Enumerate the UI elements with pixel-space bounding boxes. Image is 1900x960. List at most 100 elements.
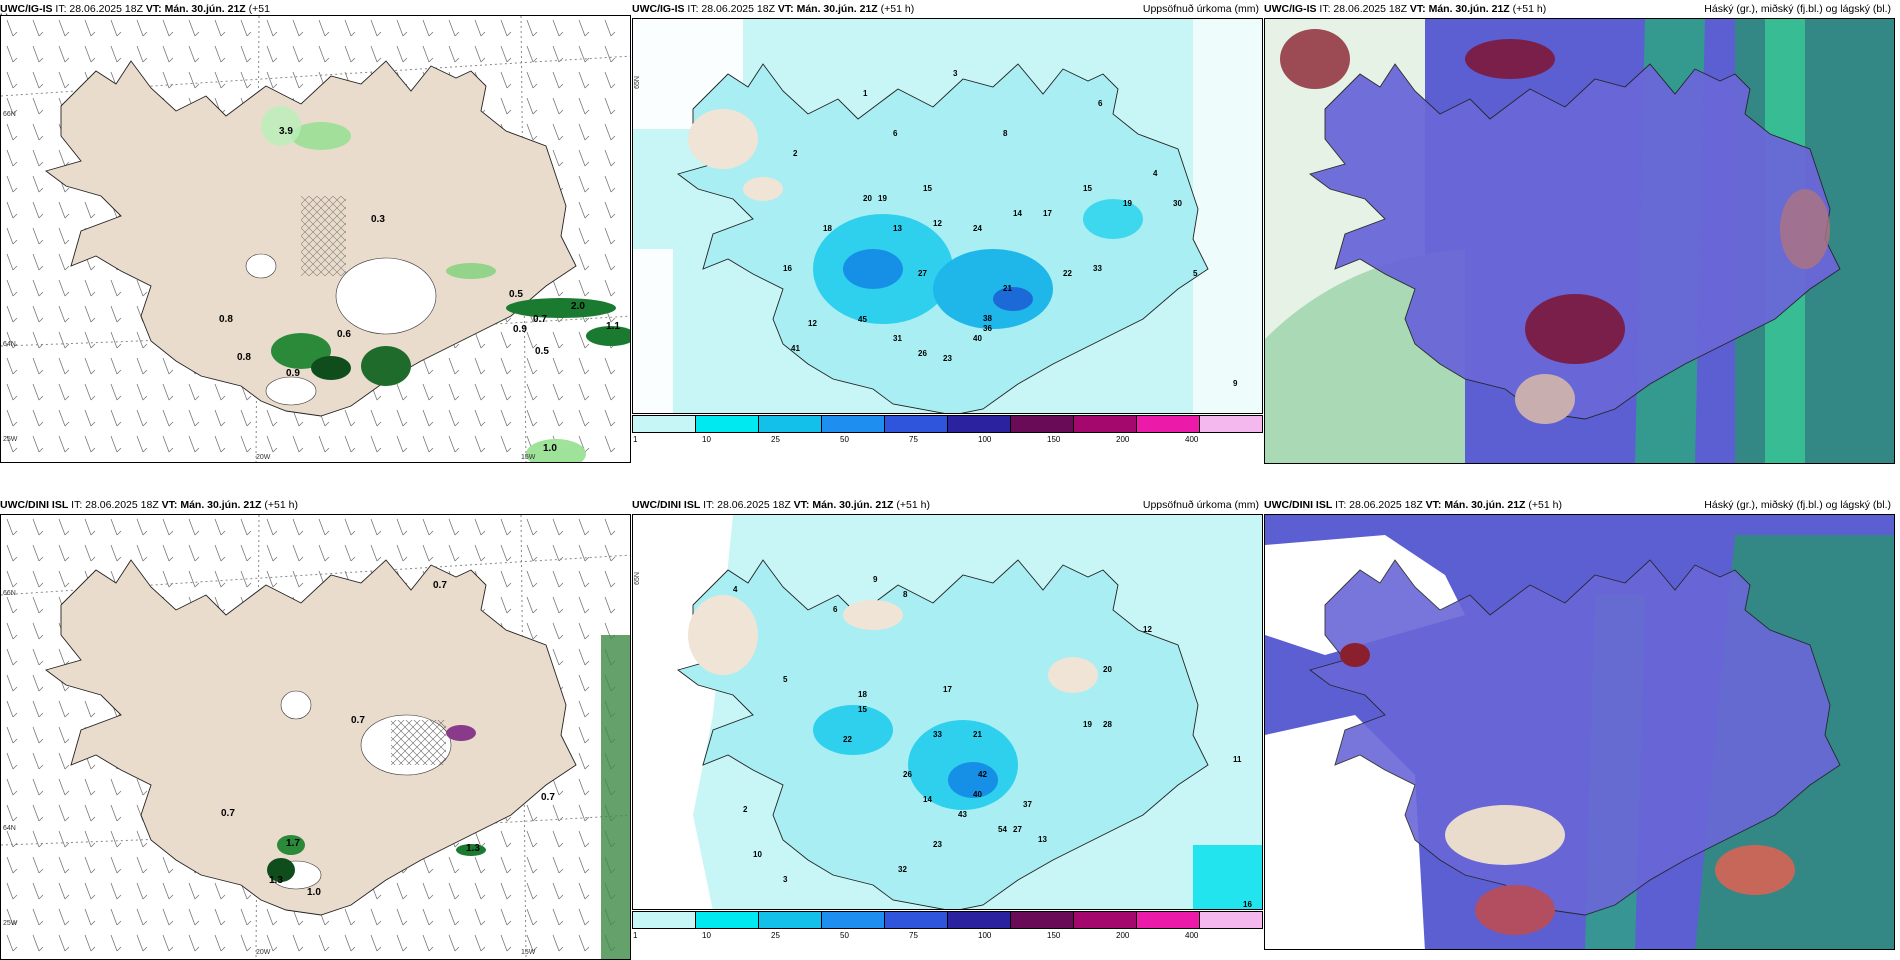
glacier-langjokull	[280, 690, 312, 720]
gust-value: 1.0	[307, 887, 321, 898]
colorbar-segment	[1137, 416, 1200, 432]
map-area[interactable]	[1264, 18, 1895, 464]
gust-value: 0.9	[513, 324, 527, 335]
precip-value: 18	[823, 224, 832, 233]
precip-value: 17	[943, 685, 952, 694]
panel-header: UWC/IG-IS IT: 28.06.2025 18Z VT: Mán. 30…	[0, 0, 631, 24]
colorbar	[632, 415, 1263, 433]
precip-map-svg	[633, 515, 1262, 909]
precip-value: 21	[973, 730, 982, 739]
gust-value: 1.0	[543, 443, 557, 454]
precip-map-svg	[633, 19, 1262, 413]
colorbar-tick: 100	[978, 435, 992, 444]
colorbar-segment	[759, 416, 822, 432]
colorbar-segment	[948, 416, 1011, 432]
gust-value: 0.8	[237, 352, 251, 363]
precip-value: 38	[983, 314, 992, 323]
colorbar-tick: 75	[909, 931, 918, 940]
valid-time: VT: Mán. 30.jún. 21Z	[1409, 3, 1510, 15]
gust-shading	[267, 635, 630, 959]
glacier-vatnajokull	[335, 257, 437, 335]
colorbar-segment	[1074, 416, 1137, 432]
gust-value: 0.9	[286, 368, 300, 379]
colorbar	[632, 911, 1263, 929]
high-cloud-blob	[1280, 29, 1350, 89]
precip-value: 12	[808, 319, 817, 328]
initial-time: IT: 28.06.2025 18Z	[71, 499, 159, 511]
colorbar-tick: 1	[633, 931, 638, 940]
lead-time: (+51 h)	[264, 499, 298, 511]
colorbar-tick: 1	[633, 435, 638, 444]
panel-bottom-wind: UWC/DINI ISL IT: 28.06.2025 18Z VT: Mán.…	[0, 496, 631, 960]
precip-value: 22	[843, 735, 852, 744]
lon-label: 15W	[521, 949, 536, 956]
initial-time: IT: 28.06.2025 18Z	[1319, 3, 1407, 15]
map-area[interactable]: 65N 1 3 6 2 8 15 20 19 12 13 18 24 27 38…	[632, 18, 1263, 414]
precip-value: 15	[923, 184, 932, 193]
panel-title: Háský (gr.), miðský (fj.bl.) og lágský (…	[1704, 499, 1891, 511]
iceland-outline	[677, 63, 1209, 413]
precip-value: 6	[833, 605, 838, 614]
colorbar-segment	[1200, 416, 1262, 432]
precip-value: 11	[1233, 755, 1242, 764]
precip-value: 19	[1083, 720, 1092, 729]
high-cloud-blob	[1515, 374, 1575, 424]
panel-title: Uppsöfnuð úrkoma (mm)	[1142, 499, 1259, 511]
colorbar-tick: 25	[771, 931, 780, 940]
precip-value: 43	[958, 810, 967, 819]
gust-value: 0.5	[535, 346, 549, 357]
map-area[interactable]: 66N 64N 25W 20W 15W 0.7 0.7 0.7 0.7 1.0 …	[0, 514, 631, 960]
precip-value: 26	[918, 349, 927, 358]
precip-value: 9	[873, 575, 878, 584]
precip-value: 3	[953, 69, 958, 78]
precip-value: 41	[791, 344, 800, 353]
valid-time: VT: Mán. 30.jún. 21Z	[145, 3, 246, 15]
panel-title: Háský (gr.), miðský (fj.bl.) og lágský (…	[1704, 3, 1891, 15]
wind-map-svg	[1, 515, 630, 959]
lat-label: 65N	[633, 572, 641, 585]
colorbar-segment	[1011, 416, 1074, 432]
glacier-myrdalsjokull	[265, 376, 317, 406]
gust-shading	[261, 106, 630, 462]
valid-time: VT: Mán. 30.jún. 21Z	[793, 499, 894, 511]
colorbar-ticks: 1 10 25 50 75 100 150 200 400	[632, 435, 1263, 447]
precip-value: 33	[1093, 264, 1102, 273]
lat-label: 64N	[3, 341, 16, 348]
precip-value: 36	[983, 324, 992, 333]
precip-value: 9	[1233, 379, 1238, 388]
colorbar-segment	[822, 416, 885, 432]
precip-value: 5	[783, 675, 788, 684]
lead-time: (+51	[248, 3, 270, 15]
precip-value: 6	[893, 129, 898, 138]
panel-bottom-cloud: UWC/DINI ISL IT: 28.06.2025 18Z VT: Mán.…	[1264, 496, 1895, 950]
precip-value: 27	[1013, 825, 1022, 834]
lead-time: (+51 h)	[896, 499, 930, 511]
high-cloud-blob	[1465, 39, 1555, 79]
colorbar-tick: 50	[840, 435, 849, 444]
colorbar-tick: 10	[702, 931, 711, 940]
colorbar-segment	[696, 912, 759, 928]
precip-value: 14	[1013, 209, 1022, 218]
colorbar-segment	[948, 912, 1011, 928]
map-area[interactable]: 65N 2 4 6 10 18 15 22 33 21 26 42 40 54 …	[632, 514, 1263, 910]
colorbar-segment	[1137, 912, 1200, 928]
map-area[interactable]	[1264, 514, 1895, 950]
panel-header: UWC/IG-IS IT: 28.06.2025 18Z VT: Mán. 30…	[1264, 0, 1895, 18]
gust-value: 2.0	[571, 301, 585, 312]
precip-value: 40	[973, 790, 982, 799]
precip-value: 24	[973, 224, 982, 233]
precip-value: 12	[933, 219, 942, 228]
gust-value: 0.7	[433, 580, 447, 591]
lat-label: 25W	[3, 920, 18, 927]
precip-value: 30	[1173, 199, 1182, 208]
gust-value: 0.5	[509, 289, 523, 300]
valid-time: VT: Mán. 30.jún. 21Z	[777, 3, 878, 15]
precip-value: 13	[1038, 835, 1047, 844]
high-cloud-blob	[1475, 885, 1555, 935]
precip-shading	[688, 109, 1143, 329]
lead-time: (+51 h)	[1512, 3, 1547, 15]
gust-value: 1.3	[269, 875, 283, 886]
precip-value: 8	[1003, 129, 1008, 138]
precip-value: 19	[1123, 199, 1132, 208]
map-area[interactable]: 66N 64N 25W 20W 15W 0.8 0.6 0.8 0.9 0.5 …	[0, 15, 631, 463]
